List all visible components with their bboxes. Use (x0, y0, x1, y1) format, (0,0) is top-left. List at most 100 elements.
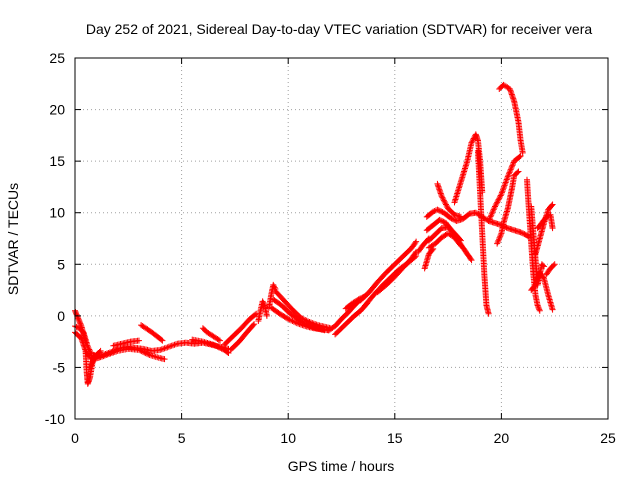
data-point (535, 303, 542, 310)
data-point (89, 358, 96, 365)
data-point (440, 218, 447, 225)
data-point (508, 163, 515, 170)
data-point (494, 198, 501, 205)
data-point (271, 284, 278, 291)
data-point (440, 197, 447, 204)
data-point (442, 201, 449, 208)
y-axis-label: SDTVAR / TECUs (5, 183, 21, 295)
data-point (539, 262, 546, 269)
data-point (292, 319, 299, 326)
data-point (439, 194, 446, 201)
data-point (495, 196, 502, 203)
data-point (501, 183, 508, 190)
data-point (158, 336, 165, 343)
data-point (76, 319, 83, 326)
data-point (111, 348, 118, 355)
data-point (495, 236, 502, 243)
data-point (162, 344, 169, 351)
data-point (87, 362, 94, 369)
data-point (100, 353, 107, 360)
data-point (517, 152, 524, 159)
data-point (167, 343, 174, 350)
data-point (494, 239, 501, 246)
data-point (485, 310, 492, 317)
data-point (436, 216, 443, 223)
data-point (74, 314, 81, 321)
axes: 0 5 10 15 20 25 -10 -5 0 5 10 15 20 25 (45, 50, 616, 446)
data-point (293, 320, 300, 327)
data-point (495, 237, 502, 244)
data-point (142, 350, 149, 357)
data-point (500, 185, 507, 192)
data-point (412, 250, 419, 257)
data-point (107, 350, 114, 357)
data-point (296, 321, 303, 328)
data-point (250, 322, 257, 329)
data-point (99, 353, 106, 360)
data-point (503, 177, 510, 184)
data-point (489, 209, 496, 216)
data-point (225, 349, 232, 356)
data-point (536, 306, 543, 313)
data-point (507, 167, 514, 174)
data-point (224, 349, 231, 356)
data-point (457, 213, 464, 220)
data-point (468, 257, 475, 264)
data-point (137, 347, 144, 354)
data-point (104, 351, 111, 358)
x-tick-label: 0 (71, 430, 79, 446)
data-point (168, 342, 175, 349)
y-tick-label: 0 (57, 308, 65, 324)
data-point (534, 302, 541, 309)
data-point (439, 218, 446, 225)
data-point (551, 261, 558, 268)
data-point (288, 317, 295, 324)
data-point (101, 352, 108, 359)
data-points (72, 81, 558, 387)
data-point (160, 345, 167, 352)
data-point (161, 356, 168, 363)
data-point (457, 242, 464, 249)
data-point (77, 321, 84, 328)
chart-title: Day 252 of 2021, Sidereal Day-to-day VTE… (86, 21, 592, 37)
data-point (508, 165, 515, 172)
data-point (286, 316, 293, 323)
data-point (263, 312, 270, 319)
data-point (76, 318, 83, 325)
data-point (430, 208, 437, 215)
data-point (509, 162, 516, 169)
data-point (540, 274, 547, 281)
data-point (170, 342, 177, 349)
data-point (447, 214, 454, 221)
data-point (217, 344, 224, 351)
data-point (75, 315, 82, 322)
data-point (503, 176, 510, 183)
data-point (285, 315, 292, 322)
data-point (165, 343, 172, 350)
data-point (215, 344, 222, 351)
data-point (502, 180, 509, 187)
data-point (494, 240, 501, 247)
data-point (438, 208, 445, 215)
data-point (295, 320, 302, 327)
x-axis-label: GPS time / hours (288, 458, 395, 474)
data-point (520, 230, 527, 237)
data-point (77, 320, 84, 327)
data-point (86, 364, 93, 371)
data-point (492, 202, 499, 209)
data-point (437, 217, 444, 224)
data-point (515, 168, 522, 175)
data-point (496, 193, 503, 200)
data-point (499, 186, 506, 193)
data-point (260, 299, 267, 306)
data-point (290, 318, 297, 325)
data-point (543, 213, 550, 220)
data-point (449, 216, 456, 223)
x-tick-label: 10 (280, 430, 296, 446)
y-tick-label: 5 (57, 256, 65, 272)
data-point (504, 173, 511, 180)
data-point (504, 175, 511, 182)
data-point (145, 351, 152, 358)
data-point (97, 354, 104, 361)
data-point (251, 321, 258, 328)
